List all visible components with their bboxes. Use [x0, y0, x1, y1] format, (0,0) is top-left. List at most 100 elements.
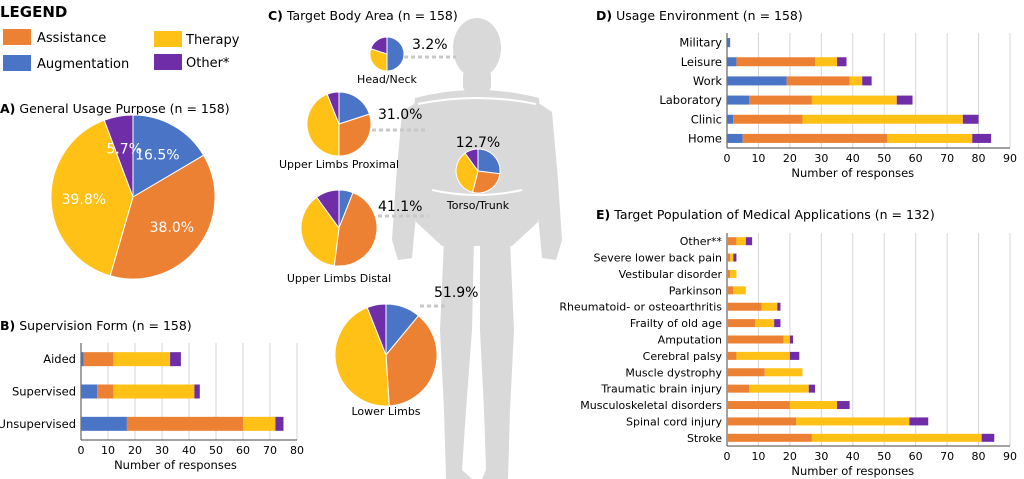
bar-e-bar-assistance	[727, 286, 734, 295]
bar-b-bar-other	[275, 416, 284, 431]
bar-b-bar-augmentation	[81, 352, 84, 367]
bar-e-category-label: Stroke	[687, 432, 722, 445]
bar-b-bar-therapy	[243, 416, 276, 431]
pie-c-upper-limbs-distal-slice-other	[315, 189, 340, 230]
bar-e-x-tick-label: 80	[972, 450, 986, 463]
pie-a-label-augmentation: 16.5%	[135, 147, 179, 163]
bar-d-bar-assistance	[749, 95, 812, 105]
pie-c-torso-trunk-slice-other	[464, 148, 479, 173]
bar-e-bar-therapy	[764, 368, 803, 377]
bar-b-x-tick-label: 20	[128, 444, 142, 457]
panel-d-bar-chart: 0 10 20 30 40 50 60 70 80 90 Number of responses Mi…	[659, 33, 1017, 180]
bar-d-bar-therapy	[811, 95, 897, 105]
silhouette-left-arm	[392, 100, 428, 260]
pie-c-percent-torso-trunk: 12.7%	[456, 135, 500, 151]
bar-d-x-tick-label: 70	[940, 152, 954, 165]
bar-e-x-tick-label: 20	[783, 450, 797, 463]
bar-e-category-label: Muscle dystrophy	[625, 366, 722, 379]
bar-e-x-axis-label: Number of responses	[791, 464, 914, 478]
bar-e-category-label: Cerebral palsy	[643, 350, 723, 363]
bar-e-bar-other	[837, 401, 850, 410]
legend-swatch-therapy	[154, 31, 182, 47]
pie-a-slice-other	[103, 114, 134, 198]
bar-e-category-label: Severe lower back pain	[593, 252, 722, 265]
bar-e-category-label: Parkinson	[669, 284, 722, 297]
bar-e-x-tick-label: 10	[751, 450, 765, 463]
bar-d-bar-other	[837, 57, 847, 67]
panel-b-title: B) Supervision Form (n = 158)	[0, 318, 192, 333]
bar-e-x-tick-label: 90	[1003, 450, 1017, 463]
bar-b-bar-assistance	[97, 384, 114, 399]
bar-e-bar-assistance	[727, 335, 784, 344]
bar-d-x-tick-label: 80	[972, 152, 986, 165]
bar-e-bar-therapy	[755, 319, 775, 328]
bar-d-category-label: Military	[679, 36, 722, 50]
bar-e-bar-therapy	[733, 286, 746, 295]
body-silhouette	[392, 18, 562, 479]
pie-c-head-neck-slice-augmentation	[386, 36, 405, 72]
bar-d-x-tick-label: 50	[877, 152, 891, 165]
panel-a-title: A) General Usage Purpose (n = 158)	[0, 101, 230, 116]
bar-d-bar-other	[862, 76, 872, 86]
bar-e-bar-assistance	[727, 269, 731, 278]
legend-title: LEGEND	[0, 3, 67, 21]
legend-swatch-other	[154, 54, 182, 70]
bar-d-bar-augmentation	[727, 76, 787, 86]
bar-d-bar-therapy	[802, 114, 963, 124]
pie-c-upper-limbs-distal-slice-therapy	[300, 196, 340, 267]
bar-b-x-tick-label: 10	[101, 444, 115, 457]
legend-label-therapy: Therapy	[185, 33, 240, 48]
bar-d-x-tick-label: 90	[1003, 152, 1017, 165]
panel-d-title: D) Usage Environment (n = 158)	[596, 8, 803, 23]
bar-e-bar-other	[733, 253, 737, 262]
panel-a-pie: 16.5% 38.0% 39.8% 5.7%	[50, 114, 216, 280]
bar-e-bar-assistance	[727, 319, 756, 328]
bar-e-x-tick-label: 30	[814, 450, 828, 463]
bar-e-bar-other	[777, 302, 781, 311]
pie-c-region-label-head-neck: Head/Neck	[357, 73, 418, 86]
bar-d-category-label: Leisure	[681, 55, 722, 69]
silhouette-neck	[463, 70, 491, 92]
pie-c-lower-limbs-slice-other	[366, 303, 387, 356]
bar-d-bar-assistance	[733, 114, 803, 124]
bar-e-category-label: Frailty of old age	[630, 317, 722, 330]
pie-c-upper-limbs-proximal-slice-augmentation	[338, 91, 371, 125]
bar-d-bar-augmentation	[727, 38, 731, 48]
bar-d-bar-therapy	[815, 57, 838, 67]
bar-e-bar-assistance	[727, 433, 812, 442]
bar-b-bar-assistance	[83, 352, 114, 367]
silhouette-waist-line	[431, 189, 523, 196]
bar-d-category-label: Laboratory	[659, 93, 722, 107]
bar-e-bar-other	[745, 237, 753, 246]
bar-d-bar-augmentation	[727, 133, 743, 143]
bar-e-category-label: Traumatic brain injury	[600, 383, 722, 396]
legend-label-assistance: Assistance	[37, 31, 106, 46]
bar-b-x-tick-label: 50	[209, 444, 223, 457]
legend-swatch-assistance	[3, 29, 31, 45]
bar-e-bar-therapy	[789, 401, 838, 410]
pie-c-percent-upper-limbs-distal: 41.1%	[378, 199, 422, 215]
legend-label-other: Other*	[186, 56, 230, 71]
pie-c-region-label-lower-limbs: Lower Limbs	[351, 405, 420, 418]
bar-d-x-tick-label: 40	[846, 152, 860, 165]
pie-a-label-assistance: 38.0%	[150, 220, 194, 236]
bar-b-x-tick-label: 0	[78, 444, 85, 457]
panel-c-title: C) Target Body Area (n = 158)	[268, 8, 458, 23]
panel-a-general-usage-purpose: A) General Usage Purpose (n = 158) 16.5% 3…	[0, 101, 230, 280]
panel-e-bar-chart: 0 10 20 30 40 50 60 70 80 90 Number of responses Ot…	[559, 233, 1017, 478]
bar-b-x-tick-label: 80	[290, 444, 304, 457]
bar-e-x-tick-label: 50	[877, 450, 891, 463]
bar-e-bar-assistance	[727, 253, 731, 262]
bar-e-category-label: Amputation	[658, 334, 722, 347]
pie-a-slice-assistance	[109, 154, 216, 280]
bar-d-category-label: Clinic	[691, 112, 722, 126]
silhouette-shoulder-line	[417, 97, 537, 105]
panel-d-usage-environment: D) Usage Environment (n = 158) 0 10 20 30 40 5…	[596, 8, 1017, 180]
silhouette-left-leg	[440, 240, 474, 479]
bar-d-bar-other	[896, 95, 913, 105]
bar-b-bar-augmentation	[81, 384, 98, 399]
bar-d-category-label: Home	[688, 131, 722, 145]
pie-a-label-other: 5.7%	[106, 142, 142, 158]
bar-d-bar-assistance	[742, 133, 888, 143]
bar-b-bar-therapy	[113, 352, 171, 367]
